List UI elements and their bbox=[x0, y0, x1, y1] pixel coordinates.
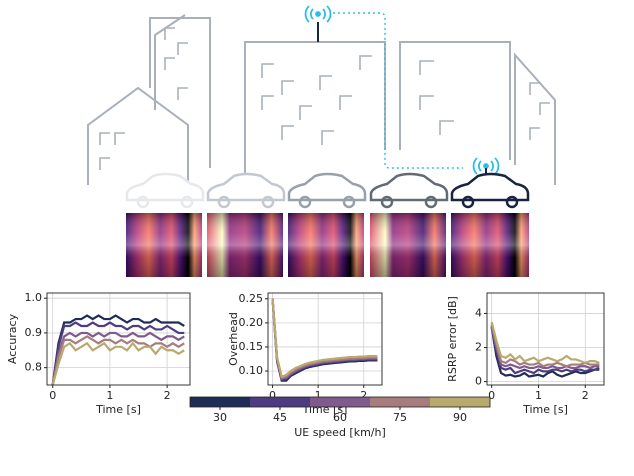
line bbox=[490, 326, 600, 370]
line bbox=[51, 331, 185, 385]
x-tick-label: 1 bbox=[535, 389, 542, 402]
x-axis-label: Time [s] bbox=[522, 403, 568, 416]
building bbox=[244, 41, 386, 185]
car bbox=[450, 172, 530, 209]
line bbox=[51, 335, 185, 385]
y-tick-label: 0.9 bbox=[25, 326, 43, 339]
colorbar-segment bbox=[370, 397, 431, 407]
colorbar-tick-label: 45 bbox=[273, 411, 287, 424]
colorbar-segment bbox=[310, 397, 371, 407]
y-tick-label: 0.8 bbox=[25, 361, 43, 374]
building bbox=[154, 14, 186, 110]
link bbox=[333, 12, 463, 169]
colorbar-segment bbox=[190, 397, 251, 407]
windows bbox=[99, 27, 188, 170]
y-tick-label: 0.10 bbox=[239, 364, 264, 377]
heatmap-shade bbox=[207, 213, 283, 277]
colorbar-tick-label: 30 bbox=[213, 411, 227, 424]
axes-frame bbox=[267, 292, 383, 386]
x-tick-label: 1 bbox=[106, 389, 113, 402]
axes-frame bbox=[46, 292, 191, 386]
y-axis-label: Overhead bbox=[227, 312, 240, 366]
x-tick-label: 2 bbox=[360, 389, 367, 402]
plot-area bbox=[271, 298, 378, 382]
y-axis-label: RSRP error [dB] bbox=[446, 296, 459, 382]
y-tick-label: 0.25 bbox=[239, 292, 264, 305]
colorbar-tick-label: 90 bbox=[453, 411, 467, 424]
heatmap-shade bbox=[126, 213, 202, 277]
car bbox=[369, 172, 449, 209]
y-tick-label: 0.20 bbox=[239, 316, 264, 329]
car bbox=[125, 172, 205, 209]
chart: 0.8 0.9 1.0 0 1 2 Time [s] Accuracy bbox=[6, 291, 191, 416]
y-tick-label: 2 bbox=[475, 341, 482, 354]
line bbox=[51, 314, 185, 385]
y-tick-label: 4 bbox=[475, 306, 482, 319]
colorbar-tick-label: 60 bbox=[333, 411, 347, 424]
building bbox=[399, 41, 511, 160]
y-axis-label: Accuracy bbox=[6, 313, 19, 364]
building bbox=[149, 17, 211, 168]
signal-icon bbox=[472, 157, 500, 175]
chart: 0 2 4 0 1 2 Time [s] RSRP error [dB] bbox=[446, 292, 605, 416]
x-tick-label: 0 bbox=[49, 389, 56, 402]
line bbox=[271, 298, 378, 379]
car bbox=[287, 172, 367, 209]
colorbar-label: UE speed [km/h] bbox=[294, 426, 386, 439]
line bbox=[490, 323, 600, 368]
car bbox=[206, 172, 286, 209]
y-tick-label: 1.0 bbox=[25, 291, 43, 304]
building bbox=[87, 86, 189, 185]
windows bbox=[419, 60, 550, 140]
heatmap-shade bbox=[370, 213, 446, 277]
x-tick-label: 1 bbox=[315, 389, 322, 402]
colorbar-tick-label: 75 bbox=[393, 411, 407, 424]
colorbar: 30 45 60 75 90 UE speed [km/h] bbox=[189, 396, 491, 439]
heatmap-shade bbox=[451, 213, 529, 277]
line bbox=[490, 325, 600, 375]
x-tick-label: 2 bbox=[582, 389, 589, 402]
line bbox=[271, 298, 378, 381]
line bbox=[51, 341, 185, 385]
illustration bbox=[87, 5, 556, 277]
y-tick-label: 0 bbox=[475, 375, 482, 388]
plot-area bbox=[490, 321, 600, 378]
x-tick-label: 0 bbox=[269, 389, 276, 402]
x-tick-label: 0 bbox=[488, 389, 495, 402]
line bbox=[271, 298, 378, 381]
line bbox=[490, 326, 600, 378]
axes-frame bbox=[486, 292, 605, 386]
line bbox=[271, 298, 378, 380]
building bbox=[514, 52, 556, 185]
windows bbox=[261, 55, 372, 145]
line bbox=[51, 321, 185, 385]
colorbar-segment bbox=[430, 397, 491, 407]
x-tick-label: 2 bbox=[164, 389, 171, 402]
y-tick-label: 0.15 bbox=[239, 340, 264, 353]
heatmaps bbox=[126, 213, 529, 277]
signal-icon bbox=[304, 5, 332, 23]
cars bbox=[125, 172, 530, 209]
heatmap-shade bbox=[288, 213, 364, 277]
line bbox=[490, 321, 600, 365]
colorbar-segment bbox=[250, 397, 311, 407]
plot-area bbox=[51, 314, 185, 385]
x-axis-label: Time [s] bbox=[95, 403, 141, 416]
line bbox=[271, 298, 378, 382]
